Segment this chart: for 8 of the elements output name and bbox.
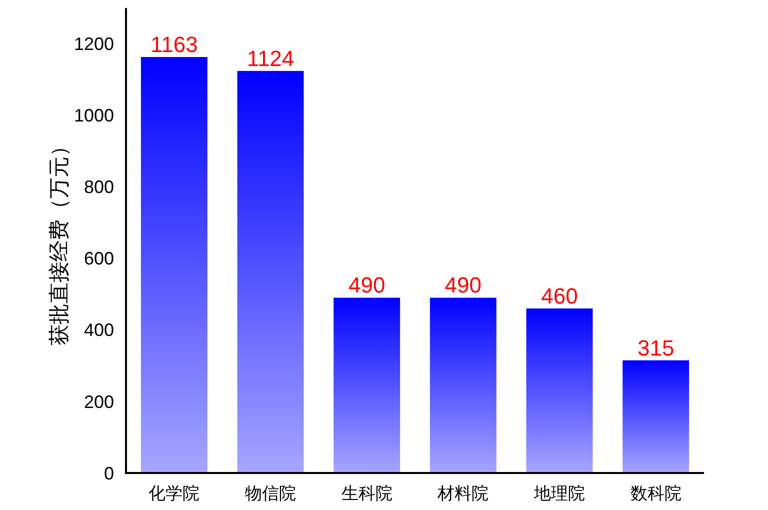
y-tick-label: 400 [84,320,114,340]
y-tick-label: 1000 [74,106,114,126]
y-tick-label: 1200 [74,34,114,54]
y-tick-label: 600 [84,248,114,269]
y-axis-title: 获批直接经费（万元） [47,136,71,346]
y-tick-label: 0 [104,463,114,484]
y-tick-label: 200 [84,392,114,412]
y-tick-label: 800 [84,177,114,198]
